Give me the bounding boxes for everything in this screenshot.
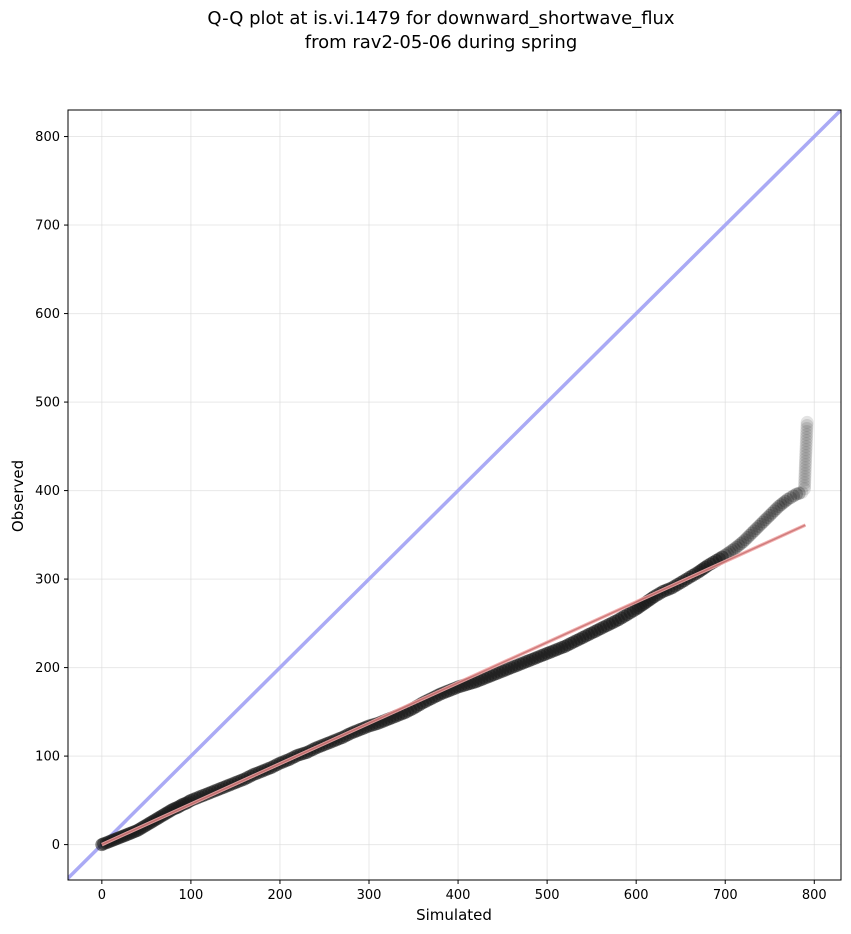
x-axis-ticks: 0 100 200 300 400 500 600 700 800 [98, 880, 827, 903]
quantile-point [736, 535, 750, 549]
x-tick-label: 700 [713, 888, 738, 903]
y-tick-label: 200 [35, 661, 60, 676]
y-axis-label: Observed [9, 460, 27, 532]
quantile-point [747, 524, 761, 538]
quantile-point [799, 443, 813, 457]
quantile-point [798, 467, 812, 481]
y-tick-label: 0 [52, 838, 60, 853]
quantile-point [798, 464, 812, 478]
x-tick-label: 400 [446, 888, 471, 903]
quantile-point [772, 500, 786, 514]
quantile-point [756, 515, 770, 529]
y-tick-label: 300 [35, 573, 60, 588]
x-tick-label: 500 [535, 888, 560, 903]
y-tick-label: 100 [35, 750, 60, 765]
quantile-point [800, 418, 814, 432]
y-axis-ticks: 0 100 200 300 400 500 600 700 800 [35, 130, 68, 853]
quantile-point [799, 449, 813, 463]
quantile-point [798, 476, 812, 490]
quantile-point [761, 511, 775, 525]
quantile-point [799, 437, 813, 451]
quantile-point [734, 537, 748, 551]
x-tick-label: 200 [268, 888, 293, 903]
quantile-point [798, 458, 812, 472]
x-tick-label: 600 [624, 888, 649, 903]
y-tick-label: 600 [35, 307, 60, 322]
quantile-point [776, 496, 790, 510]
quantile-point [799, 446, 813, 460]
quantile-point [720, 547, 734, 561]
quantile-point [799, 434, 813, 448]
quantile-point [745, 526, 759, 540]
quantile-point [800, 415, 814, 429]
x-tick-label: 800 [802, 888, 827, 903]
x-tick-label: 0 [98, 888, 106, 903]
quantile-point [732, 538, 746, 552]
quantile-point [799, 440, 813, 454]
quantile-point [799, 455, 813, 469]
quantile-point [789, 487, 803, 501]
x-tick-label: 100 [178, 888, 203, 903]
y-tick-label: 500 [35, 396, 60, 411]
quantile-point [787, 489, 801, 503]
quantile-point [729, 540, 743, 554]
quantile-point [798, 473, 812, 487]
fit-line-core [101, 524, 806, 846]
grid [68, 110, 841, 880]
quantile-point [723, 545, 737, 559]
quantile-point [774, 498, 788, 512]
y-tick-label: 800 [35, 130, 60, 145]
quantile-point [765, 506, 779, 520]
chart-title-line-1: Q-Q plot at is.vi.1479 for downward_shor… [207, 8, 675, 29]
quantile-point [792, 486, 806, 500]
quantile-point [798, 461, 812, 475]
quantile-point [767, 504, 781, 518]
quantile-point [799, 452, 813, 466]
quantile-point [763, 508, 777, 522]
quantile-point [800, 431, 814, 445]
fit-line-layer [101, 523, 807, 847]
quantile-point [778, 494, 792, 508]
quantile-point [797, 482, 811, 496]
identity-line-layer [68, 110, 841, 880]
y-tick-label: 400 [35, 484, 60, 499]
quantile-point [800, 421, 814, 435]
quantile-point [758, 513, 772, 527]
quantile-point [781, 492, 795, 506]
quantile-point [754, 517, 768, 531]
y-tick-label: 700 [35, 219, 60, 234]
quantile-point [725, 544, 739, 558]
quantile-point [743, 528, 757, 542]
quantile-points [95, 415, 814, 852]
quantile-point [740, 530, 754, 544]
quantile-point [738, 533, 752, 547]
plot-frame [67, 109, 842, 881]
plot-area [68, 110, 841, 880]
quantile-point [798, 479, 812, 493]
quantile-point [749, 522, 763, 536]
quantile-point [795, 485, 809, 499]
fit-line [101, 523, 807, 847]
x-tick-label: 300 [357, 888, 382, 903]
quantile-point [800, 428, 814, 442]
quantile-point [752, 519, 766, 533]
quantile-point [784, 491, 798, 505]
identity-line [68, 110, 841, 880]
chart-title-line-2: from rav2-05-06 during spring [305, 32, 578, 53]
x-axis-label: Simulated [416, 906, 492, 924]
quantile-point [800, 425, 814, 439]
chart-title: Q-Q plot at is.vi.1479 for downward_shor… [207, 8, 675, 53]
quantile-point [798, 470, 812, 484]
quantile-point [769, 502, 783, 516]
quantile-point [727, 542, 741, 556]
